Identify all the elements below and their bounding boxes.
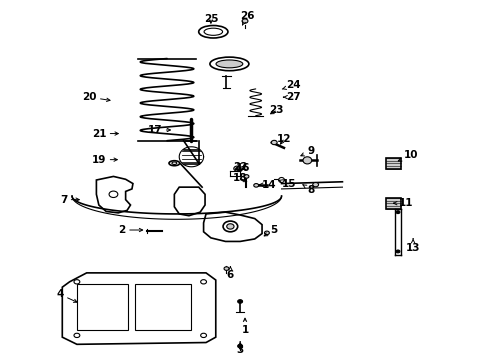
Ellipse shape [396, 250, 400, 253]
Text: 1: 1 [242, 318, 248, 335]
Text: 11: 11 [393, 198, 413, 208]
Text: 10: 10 [398, 150, 418, 161]
Ellipse shape [227, 224, 234, 229]
Ellipse shape [74, 333, 80, 338]
Ellipse shape [396, 211, 400, 213]
Ellipse shape [201, 333, 206, 338]
Text: 15: 15 [279, 179, 296, 189]
Text: 8: 8 [303, 185, 315, 195]
Ellipse shape [216, 60, 243, 68]
Text: 20: 20 [82, 92, 110, 102]
Ellipse shape [265, 231, 270, 235]
Text: 12: 12 [277, 134, 291, 144]
Ellipse shape [313, 183, 318, 187]
Ellipse shape [201, 280, 206, 284]
Text: 26: 26 [240, 11, 255, 25]
Text: 2: 2 [119, 225, 143, 235]
Text: 24: 24 [282, 80, 301, 90]
Text: 9: 9 [301, 147, 315, 157]
Ellipse shape [238, 344, 243, 348]
Text: 16: 16 [236, 163, 251, 173]
Ellipse shape [242, 19, 248, 23]
Ellipse shape [224, 267, 229, 270]
Ellipse shape [204, 28, 222, 35]
Polygon shape [77, 284, 128, 330]
Ellipse shape [279, 177, 285, 183]
Text: 6: 6 [227, 267, 234, 280]
Polygon shape [386, 198, 401, 208]
Text: 17: 17 [147, 125, 171, 135]
Ellipse shape [234, 166, 241, 171]
Text: 14: 14 [259, 180, 277, 190]
Ellipse shape [303, 157, 312, 164]
Text: 13: 13 [406, 239, 420, 253]
Text: 18: 18 [233, 173, 247, 183]
Ellipse shape [244, 175, 249, 178]
Text: 21: 21 [92, 129, 118, 139]
Ellipse shape [172, 162, 177, 165]
Text: 7: 7 [60, 195, 79, 204]
Ellipse shape [223, 221, 238, 232]
Ellipse shape [169, 161, 180, 166]
Text: 4: 4 [56, 289, 77, 302]
Text: 23: 23 [270, 105, 284, 115]
Ellipse shape [199, 26, 228, 38]
Ellipse shape [271, 140, 277, 145]
Text: 25: 25 [204, 14, 218, 23]
Text: 5: 5 [264, 225, 278, 236]
Ellipse shape [109, 191, 118, 198]
Ellipse shape [254, 184, 259, 187]
Text: 19: 19 [92, 155, 117, 165]
Ellipse shape [238, 300, 243, 303]
Ellipse shape [210, 57, 249, 71]
Ellipse shape [74, 280, 80, 284]
Text: 22: 22 [233, 162, 247, 172]
Text: 27: 27 [284, 92, 301, 102]
Polygon shape [386, 158, 401, 168]
Polygon shape [135, 284, 192, 330]
Text: 3: 3 [237, 342, 244, 355]
